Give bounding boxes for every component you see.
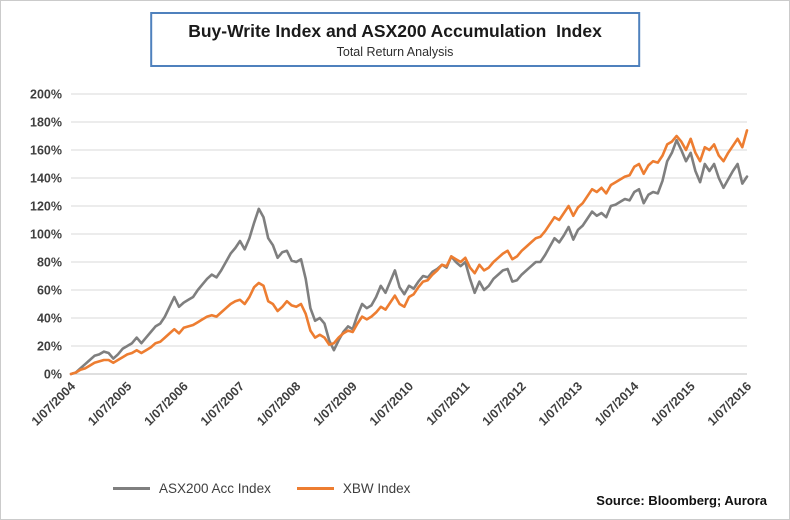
- x-axis-label: 1/07/2015: [649, 379, 698, 428]
- series-line-asx200-acc: [69, 138, 749, 376]
- x-axis-label: 1/07/2011: [424, 379, 473, 428]
- y-axis-label: 160%: [30, 144, 62, 158]
- x-axis-label: 1/07/2009: [311, 379, 360, 428]
- x-axis-label: 1/07/2013: [536, 379, 585, 428]
- y-axis-label: 200%: [30, 88, 62, 102]
- y-axis-label: 180%: [30, 116, 62, 130]
- legend-label-asx200: ASX200 Acc Index: [159, 481, 271, 496]
- x-axis-label: 1/07/2006: [142, 379, 191, 428]
- source-attribution: Source: Bloomberg; Aurora: [596, 493, 767, 508]
- y-axis-label: 60%: [37, 284, 62, 298]
- y-axis-label: 120%: [30, 200, 62, 214]
- x-axis-label: 1/07/2008: [254, 379, 303, 428]
- legend-item-asx200: ASX200 Acc Index: [113, 481, 271, 496]
- y-axis-label: 40%: [37, 312, 62, 326]
- x-axis-label: 1/07/2005: [85, 379, 134, 428]
- x-axis-label: 1/07/2004: [29, 379, 78, 428]
- y-axis-label: 0%: [44, 368, 62, 382]
- chart-subtitle: Total Return Analysis: [336, 45, 454, 60]
- legend-item-xbw: XBW Index: [296, 481, 411, 496]
- legend-label-xbw: XBW Index: [342, 481, 411, 496]
- asx200-line-swatch: [113, 487, 150, 490]
- x-axis-label: 1/07/2016: [705, 379, 754, 428]
- y-axis-label: 80%: [37, 256, 62, 270]
- chart-title: Buy-Write Index and ASX200 Accumulation …: [188, 21, 602, 41]
- y-axis-label: 140%: [30, 172, 62, 186]
- x-axis-label: 1/07/2012: [480, 379, 529, 428]
- y-axis-label: 20%: [37, 340, 62, 354]
- xbw-line-swatch: [296, 487, 334, 490]
- chart-legend: ASX200 Acc Index XBW Index: [113, 481, 410, 496]
- chart-title-box: Buy-Write Index and ASX200 Accumulation …: [150, 12, 640, 68]
- x-axis-label: 1/07/2010: [367, 379, 416, 428]
- series-line-xbw: [69, 129, 749, 376]
- x-axis-label: 1/07/2014: [592, 379, 641, 428]
- x-axis-label: 1/07/2007: [198, 379, 247, 428]
- y-axis-label: 100%: [30, 228, 62, 242]
